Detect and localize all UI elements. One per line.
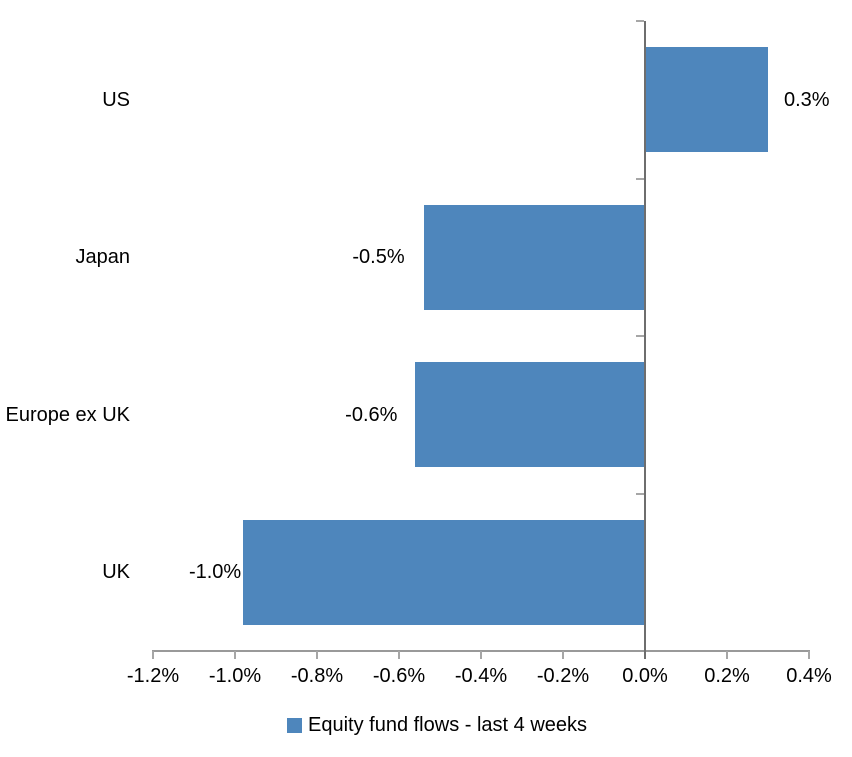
x-tick-label: -1.2% <box>126 665 180 687</box>
legend-swatch-icon <box>287 717 302 733</box>
value-label-japan: -0.5% <box>352 246 405 269</box>
x-axis-tick <box>562 651 564 659</box>
x-tick-label: -0.6% <box>372 665 426 687</box>
x-axis-tick <box>808 651 810 659</box>
value-label-us: 0.3% <box>784 88 830 111</box>
category-label-uk: UK <box>102 561 130 584</box>
x-tick-label: 0.4% <box>786 665 832 687</box>
category-label-europe-ex-uk: Europe ex UK <box>5 403 130 426</box>
legend-label: Equity fund flows - last 4 weeks <box>308 714 588 736</box>
y-axis-tick <box>636 20 644 22</box>
x-axis-tick <box>480 651 482 659</box>
bar-uk <box>243 519 645 625</box>
x-tick-label: -0.2% <box>536 665 590 687</box>
x-tick-label: -0.8% <box>290 665 344 687</box>
x-axis-tick <box>398 651 400 659</box>
value-label-uk: -1.0% <box>188 561 242 584</box>
legend: Equity fund flows - last 4 weeks <box>287 715 587 735</box>
zero-line <box>644 21 646 659</box>
bar-japan <box>423 204 645 310</box>
x-tick-label: -1.0% <box>208 665 262 687</box>
x-axis-tick <box>316 651 318 659</box>
value-label-europe-ex-uk: -0.6% <box>345 403 398 426</box>
x-tick-label: 0.2% <box>704 665 750 687</box>
x-axis-tick <box>726 651 728 659</box>
x-tick-label: -0.4% <box>454 665 508 687</box>
category-label-japan: Japan <box>75 246 131 269</box>
x-axis-tick <box>234 651 236 659</box>
bar-europe-ex-uk <box>415 362 645 468</box>
y-axis-tick <box>636 177 644 180</box>
bar-us <box>645 47 768 153</box>
category-label-us: US <box>102 88 130 111</box>
y-axis-tick <box>636 335 644 337</box>
x-tick-label: 0.0% <box>622 665 668 687</box>
y-axis-tick <box>636 492 644 495</box>
x-axis-tick <box>152 651 154 659</box>
